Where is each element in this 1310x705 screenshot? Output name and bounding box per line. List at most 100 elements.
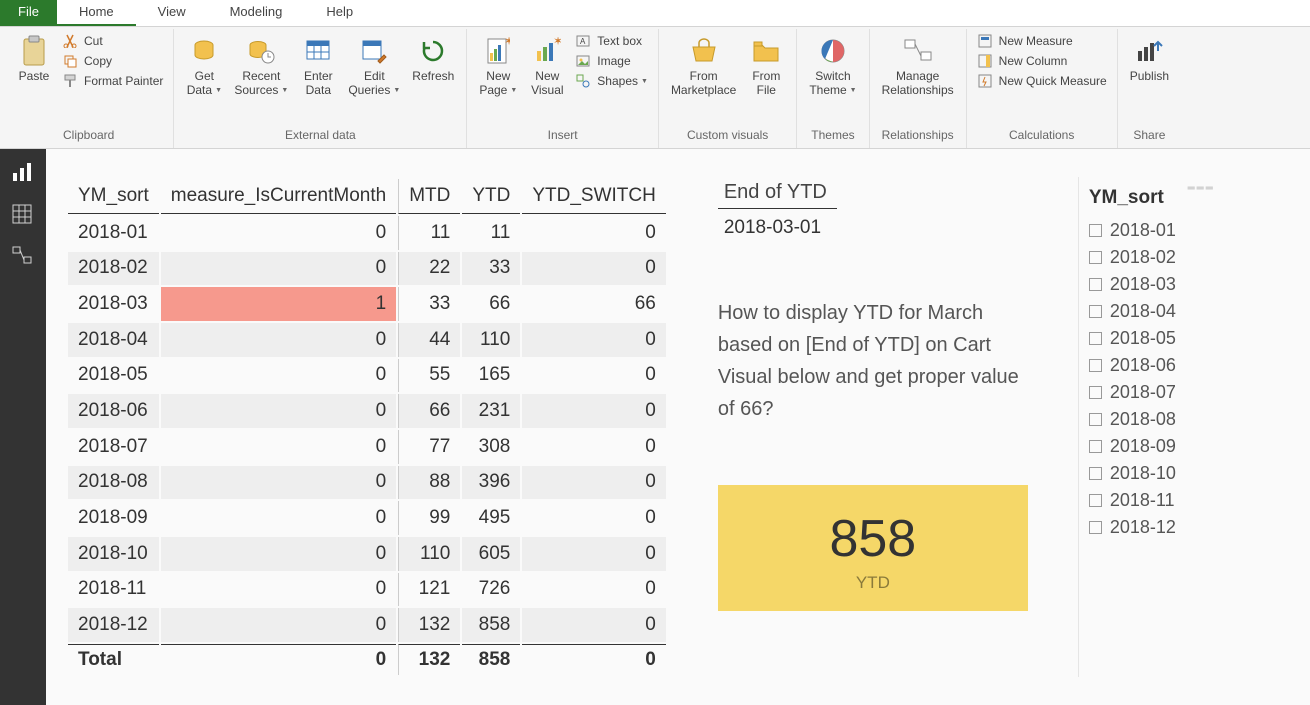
checkbox-icon[interactable] — [1089, 305, 1102, 318]
copy-button[interactable]: Copy — [58, 51, 167, 71]
menu-tab-view[interactable]: View — [136, 0, 208, 26]
col-ytd[interactable]: YTD — [462, 179, 520, 214]
slicer-item[interactable]: 2018-05 — [1089, 325, 1213, 352]
table-row[interactable]: 2018-060662310 — [68, 394, 666, 428]
recent-sources-icon — [245, 35, 277, 67]
menu-tab-help[interactable]: Help — [304, 0, 375, 26]
col-mtd[interactable]: MTD — [398, 179, 460, 214]
model-view-icon[interactable] — [11, 245, 35, 269]
cell-mtd: 110 — [398, 537, 460, 571]
cut-button[interactable]: Cut — [58, 31, 167, 51]
slicer-item-label: 2018-06 — [1110, 355, 1176, 376]
enter-data-button[interactable]: EnterData — [294, 31, 342, 101]
refresh-button[interactable]: Refresh — [406, 31, 460, 87]
format-painter-button[interactable]: Format Painter — [58, 71, 167, 91]
format-painter-icon — [62, 73, 78, 89]
new-measure-label: New Measure — [999, 34, 1073, 48]
recent-sources-button[interactable]: RecentSources▼ — [228, 31, 294, 102]
view-switcher — [0, 149, 46, 705]
paste-button[interactable]: Paste — [10, 31, 58, 87]
slicer-item[interactable]: 2018-01 — [1089, 217, 1213, 244]
new-measure-button[interactable]: New Measure — [973, 31, 1111, 51]
slicer-item[interactable]: 2018-12 — [1089, 514, 1213, 541]
shapes-button[interactable]: Shapes▼ — [571, 71, 652, 91]
cell-cur: 0 — [161, 501, 396, 535]
checkbox-icon[interactable] — [1089, 332, 1102, 345]
manage-relationships-button[interactable]: ManageRelationships — [876, 31, 960, 101]
cell-mtd: 44 — [398, 323, 460, 357]
slicer-item[interactable]: 2018-02 — [1089, 244, 1213, 271]
col-ymsort[interactable]: YM_sort — [68, 179, 159, 214]
ribbon: Paste Cut Copy Format Painter Clipboard — [0, 27, 1310, 149]
table-row[interactable]: 2018-01011110 — [68, 216, 666, 250]
table-visual[interactable]: YM_sort measure_IsCurrentMonth MTD YTD Y… — [66, 177, 668, 677]
slicer-item[interactable]: 2018-06 — [1089, 352, 1213, 379]
cell-mtd: 11 — [398, 216, 460, 250]
get-data-icon — [188, 35, 220, 67]
slicer-item[interactable]: 2018-04 — [1089, 298, 1213, 325]
from-file-label: FromFile — [752, 69, 780, 97]
ribbon-group-themes: SwitchTheme▼ Themes — [797, 29, 869, 148]
checkbox-icon[interactable] — [1089, 359, 1102, 372]
cell-ym: 2018-05 — [68, 359, 159, 393]
checkbox-icon[interactable] — [1089, 251, 1102, 264]
checkbox-icon[interactable] — [1089, 413, 1102, 426]
enter-data-icon — [302, 35, 334, 67]
slicer-item[interactable]: 2018-10 — [1089, 460, 1213, 487]
from-marketplace-button[interactable]: FromMarketplace — [665, 31, 742, 101]
cell-sw: 0 — [522, 252, 666, 286]
table-row[interactable]: 2018-1201328580 — [68, 608, 666, 642]
table-row[interactable]: 2018-080883960 — [68, 466, 666, 500]
checkbox-icon[interactable] — [1089, 278, 1102, 291]
checkbox-icon[interactable] — [1089, 521, 1102, 534]
new-visual-button[interactable]: ✶ NewVisual — [523, 31, 571, 101]
cell-cur: 0 — [161, 394, 396, 428]
checkbox-icon[interactable] — [1089, 386, 1102, 399]
table-row[interactable]: 2018-031336666 — [68, 287, 666, 321]
menu-tab-home[interactable]: Home — [57, 0, 136, 26]
slicer-item[interactable]: 2018-08 — [1089, 406, 1213, 433]
ytd-card[interactable]: 858 YTD — [718, 485, 1028, 611]
ribbon-label-insert: Insert — [473, 126, 652, 146]
cell-ytd: 396 — [462, 466, 520, 500]
table-row[interactable]: 2018-1101217260 — [68, 573, 666, 607]
slicer-item[interactable]: 2018-11 — [1089, 487, 1213, 514]
slicer-item[interactable]: 2018-03 — [1089, 271, 1213, 298]
slicer-item-label: 2018-10 — [1110, 463, 1176, 484]
checkbox-icon[interactable] — [1089, 494, 1102, 507]
slicer-item[interactable]: 2018-09 — [1089, 433, 1213, 460]
edit-queries-button[interactable]: EditQueries▼ — [342, 31, 406, 102]
slicer-handle-icon[interactable]: ═══ — [1188, 183, 1215, 194]
table-row[interactable]: 2018-040441100 — [68, 323, 666, 357]
menu-tab-modeling[interactable]: Modeling — [208, 0, 305, 26]
col-ytdswitch[interactable]: YTD_SWITCH — [522, 179, 666, 214]
table-row[interactable]: 2018-02022330 — [68, 252, 666, 286]
checkbox-icon[interactable] — [1089, 467, 1102, 480]
text-box-button[interactable]: A Text box — [571, 31, 652, 51]
report-view-icon[interactable] — [11, 161, 35, 185]
slicer-item[interactable]: 2018-07 — [1089, 379, 1213, 406]
cell-mtd: 77 — [398, 430, 460, 464]
table-row[interactable]: 2018-1001106050 — [68, 537, 666, 571]
table-row[interactable]: 2018-090994950 — [68, 501, 666, 535]
new-column-button[interactable]: New Column — [973, 51, 1111, 71]
switch-theme-button[interactable]: SwitchTheme▼ — [803, 31, 862, 102]
checkbox-icon[interactable] — [1089, 440, 1102, 453]
paste-label: Paste — [19, 69, 50, 83]
new-page-button[interactable]: ✶ NewPage▼ — [473, 31, 523, 102]
new-quick-measure-button[interactable]: New Quick Measure — [973, 71, 1111, 91]
checkbox-icon[interactable] — [1089, 224, 1102, 237]
cell-sw: 0 — [522, 537, 666, 571]
menu-file[interactable]: File — [0, 0, 57, 26]
get-data-button[interactable]: GetData▼ — [180, 31, 228, 102]
table-row[interactable]: 2018-050551650 — [68, 359, 666, 393]
from-file-button[interactable]: FromFile — [742, 31, 790, 101]
col-iscurrentmonth[interactable]: measure_IsCurrentMonth — [161, 179, 396, 214]
new-quick-measure-icon — [977, 73, 993, 89]
image-button[interactable]: Image — [571, 51, 652, 71]
cell-cur: 0 — [161, 359, 396, 393]
publish-button[interactable]: Publish — [1124, 31, 1175, 87]
table-row[interactable]: 2018-070773080 — [68, 430, 666, 464]
data-view-icon[interactable] — [11, 203, 35, 227]
slicer-visual[interactable]: ═══ YM_sort 2018-012018-022018-032018-04… — [1078, 177, 1223, 677]
